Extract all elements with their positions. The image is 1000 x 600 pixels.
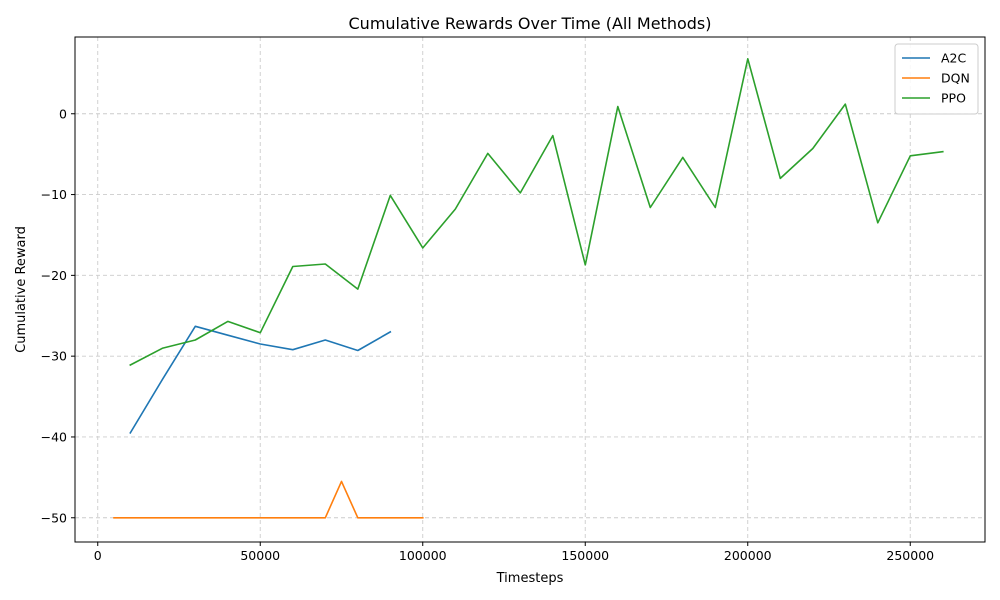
series-line-ppo: [129, 57, 944, 367]
y-tick-label: −50: [41, 510, 67, 525]
plot-area: [74, 36, 986, 543]
x-axis: 0 50000 100000 150000 200000 250000: [94, 542, 934, 563]
y-tick-label: −20: [41, 268, 67, 283]
y-tick-label: −10: [41, 187, 67, 202]
x-tick-label: 150000: [561, 548, 609, 563]
y-axis: −50 −40 −30 −20 −10 0: [41, 106, 75, 525]
y-tick-label: −30: [41, 349, 67, 364]
x-tick-label: 0: [94, 548, 102, 563]
y-tick-label: 0: [59, 106, 67, 121]
y-axis-label: Cumulative Reward: [14, 226, 29, 353]
series-line-a2c: [129, 325, 392, 434]
x-tick-label: 250000: [886, 548, 934, 563]
series-line-dqn: [113, 480, 424, 519]
x-tick-label: 100000: [399, 548, 447, 563]
y-tick-label: −40: [41, 429, 67, 444]
x-axis-label: Timesteps: [496, 571, 564, 586]
legend-box: [894, 43, 979, 115]
grid: [75, 37, 985, 542]
x-tick-label: 50000: [240, 548, 280, 563]
x-tick-label: 200000: [724, 548, 772, 563]
legend: A2C DQN PPO: [894, 43, 979, 115]
legend-label-ppo: PPO: [941, 91, 966, 106]
plot-lines: [113, 57, 944, 519]
legend-label-dqn: DQN: [941, 71, 970, 86]
chart-title: Cumulative Rewards Over Time (All Method…: [349, 14, 712, 33]
legend-label-a2c: A2C: [941, 51, 967, 66]
